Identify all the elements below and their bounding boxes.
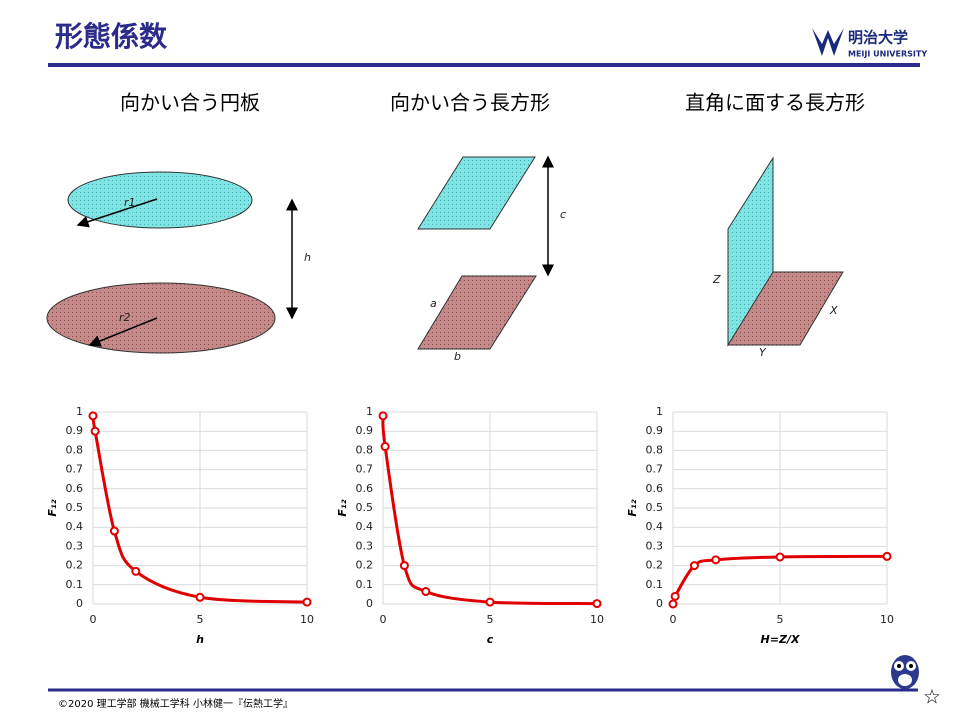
diagram-label: h bbox=[304, 251, 311, 264]
diagram-label: r1 bbox=[124, 196, 136, 209]
y-tick-label: 0.2 bbox=[356, 559, 374, 572]
x-axis-label: c bbox=[487, 633, 494, 646]
y-tick-label: 0.2 bbox=[646, 559, 664, 572]
marker bbox=[90, 426, 100, 436]
y-tick-label: 0.8 bbox=[646, 443, 664, 456]
y-tick-label: 0.3 bbox=[646, 539, 664, 552]
y-tick-label: 0.1 bbox=[646, 578, 664, 591]
diagram-label: c bbox=[560, 208, 566, 221]
y-tick-label: 0 bbox=[656, 597, 663, 610]
diagram-label: Z bbox=[712, 273, 721, 286]
x-tick-label: 0 bbox=[90, 613, 97, 626]
y-tick-label: 0.9 bbox=[356, 424, 374, 437]
x-tick-label: 10 bbox=[880, 613, 894, 626]
y-axis-label: F₁₂ bbox=[46, 499, 59, 516]
x-tick-label: 10 bbox=[300, 613, 314, 626]
y-tick-label: 0.3 bbox=[66, 539, 84, 552]
marker bbox=[88, 411, 98, 421]
x-tick-label: 5 bbox=[777, 613, 784, 626]
mascot bbox=[891, 655, 919, 689]
marker bbox=[421, 587, 431, 597]
marker bbox=[109, 526, 119, 536]
y-tick-label: 0.1 bbox=[66, 578, 84, 591]
y-tick-label: 0.8 bbox=[66, 443, 84, 456]
rectangle-horizontal bbox=[727, 271, 844, 346]
x-tick-label: 10 bbox=[590, 613, 604, 626]
y-tick-label: 0.5 bbox=[646, 501, 664, 514]
marker bbox=[380, 442, 390, 452]
marker bbox=[775, 552, 785, 562]
y-tick-label: 0.3 bbox=[356, 539, 374, 552]
marker bbox=[302, 597, 312, 607]
footer-text: ©2020 理工学部 機械工学科 小林健一『伝熱工学』 bbox=[58, 697, 293, 710]
marker bbox=[399, 561, 409, 571]
y-tick-label: 0.4 bbox=[356, 520, 374, 533]
rectangle-2 bbox=[417, 275, 537, 350]
y-tick-label: 1 bbox=[366, 405, 373, 418]
diagram-label: X bbox=[829, 304, 838, 317]
disk-1 bbox=[67, 171, 253, 229]
y-tick-label: 0.4 bbox=[66, 520, 84, 533]
y-axis-label: F₁₂ bbox=[626, 499, 639, 516]
marker bbox=[485, 597, 495, 607]
y-tick-label: 0.6 bbox=[646, 482, 664, 495]
section-title: 向かい合う円板 bbox=[120, 91, 260, 115]
y-tick-label: 0.7 bbox=[356, 463, 374, 476]
marker bbox=[711, 555, 721, 565]
diagram-label: Y bbox=[759, 346, 767, 359]
diagram-label: a bbox=[430, 297, 437, 310]
y-tick-label: 0 bbox=[76, 597, 83, 610]
section-title: 直角に面する長方形 bbox=[685, 91, 865, 115]
disk-2 bbox=[46, 282, 276, 354]
charts: 00.10.20.30.40.50.60.70.80.910 5 10hF₁₂00.… bbox=[46, 405, 894, 646]
y-tick-label: 0.9 bbox=[66, 424, 84, 437]
rectangle-1 bbox=[417, 156, 536, 230]
y-tick-label: 0.8 bbox=[356, 443, 374, 456]
logo-mark bbox=[812, 28, 844, 56]
diagram-label: r2 bbox=[119, 311, 131, 324]
y-tick-label: 1 bbox=[656, 405, 663, 418]
y-tick-label: 0.2 bbox=[66, 559, 84, 572]
marker bbox=[670, 591, 680, 601]
marker bbox=[592, 599, 602, 609]
y-tick-label: 0 bbox=[366, 597, 373, 610]
y-tick-label: 0.7 bbox=[66, 463, 84, 476]
diagram-label: b bbox=[454, 350, 461, 363]
section-title: 向かい合う長方形 bbox=[390, 91, 550, 115]
marker bbox=[689, 561, 699, 571]
x-axis-label: H=Z/X bbox=[761, 633, 800, 646]
y-tick-label: 0.6 bbox=[356, 482, 374, 495]
y-tick-label: 0.6 bbox=[66, 482, 84, 495]
x-tick-label: 5 bbox=[487, 613, 494, 626]
footer-mark: ☆ bbox=[923, 685, 941, 709]
slide-title: 形態係数 bbox=[55, 20, 168, 53]
x-tick-label: 5 bbox=[197, 613, 204, 626]
y-tick-label: 0.5 bbox=[356, 501, 374, 514]
x-axis-label: h bbox=[196, 633, 204, 646]
marker bbox=[131, 566, 141, 576]
radius-arrow bbox=[76, 198, 158, 228]
logo-subtext: MEIJI UNIVERSITY bbox=[848, 50, 927, 59]
y-axis-label: F₁₂ bbox=[336, 499, 349, 516]
logo-text: 明治大学 bbox=[848, 29, 908, 47]
y-tick-label: 0.7 bbox=[646, 463, 664, 476]
marker bbox=[378, 411, 388, 421]
y-tick-label: 0.1 bbox=[356, 578, 374, 591]
x-tick-label: 0 bbox=[670, 613, 677, 626]
y-tick-label: 0.5 bbox=[66, 501, 84, 514]
marker bbox=[195, 592, 205, 602]
y-tick-label: 1 bbox=[76, 405, 83, 418]
y-tick-label: 0.9 bbox=[646, 424, 664, 437]
marker bbox=[882, 551, 892, 561]
x-tick-label: 0 bbox=[380, 613, 387, 626]
marker bbox=[668, 599, 678, 609]
radius-arrow bbox=[88, 317, 158, 347]
y-tick-label: 0.4 bbox=[646, 520, 664, 533]
